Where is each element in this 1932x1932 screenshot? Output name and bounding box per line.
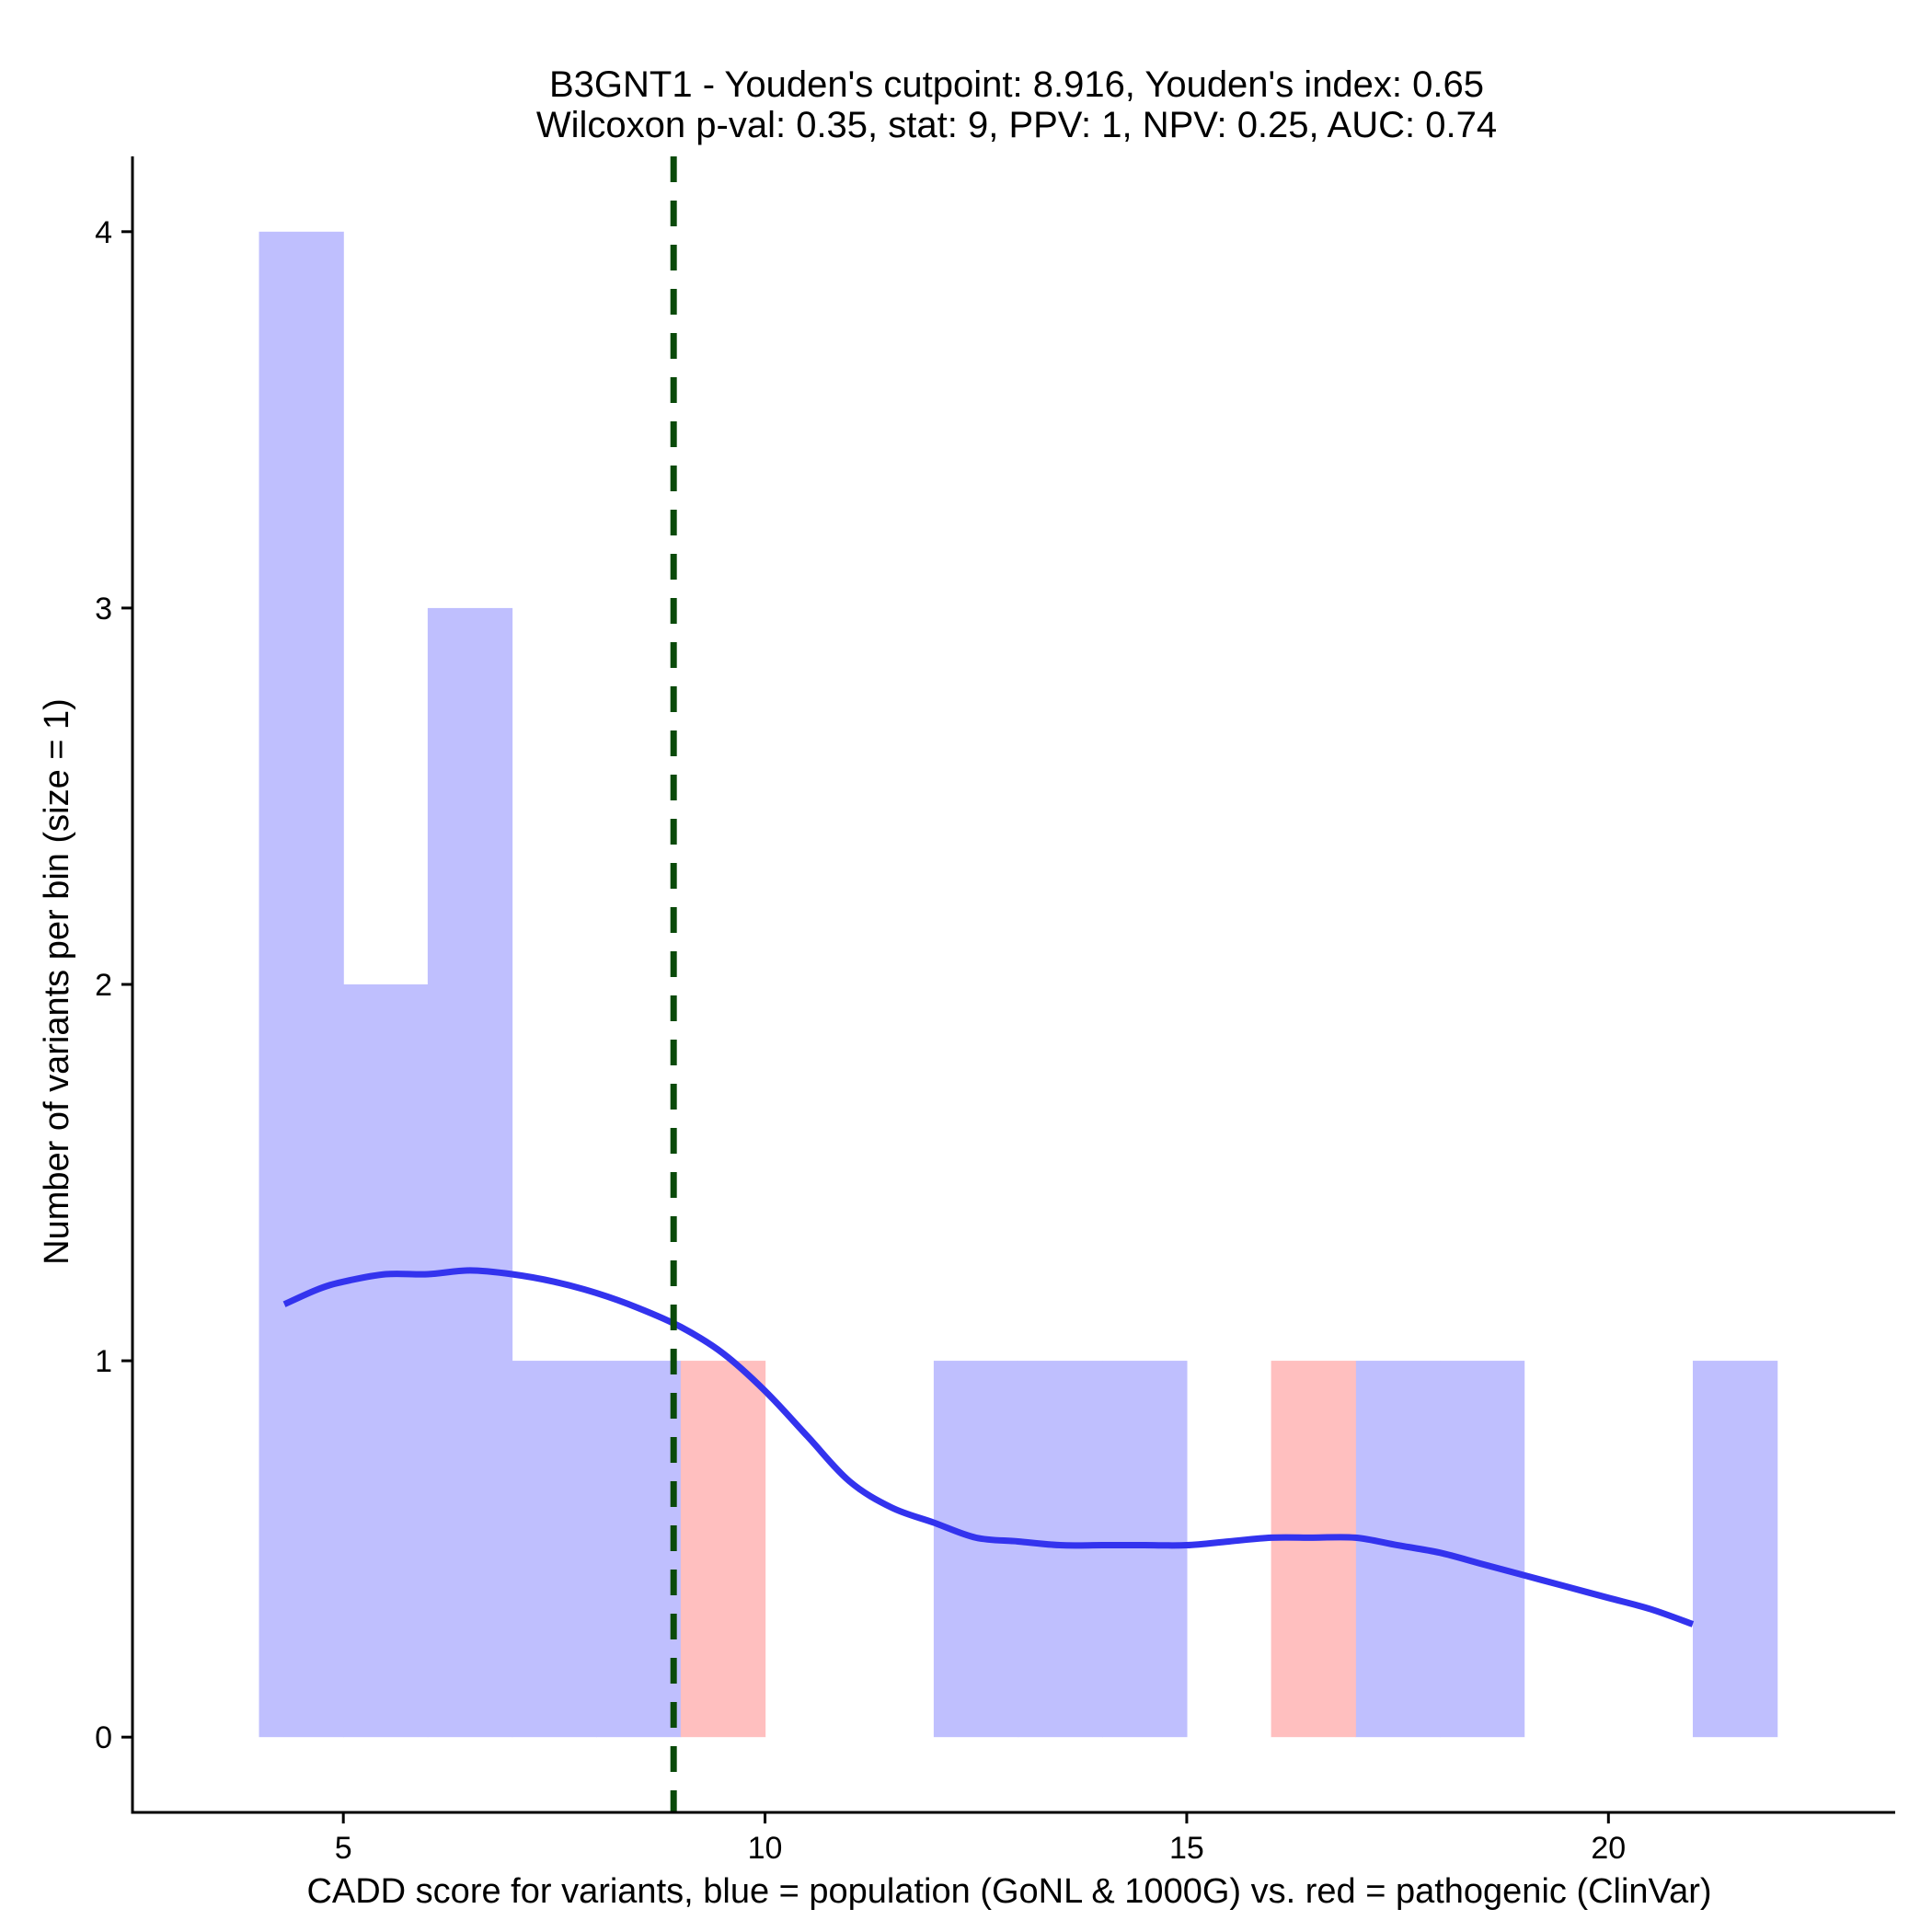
x-tick-label-5: 5 [335,1831,352,1866]
y-tick-label-1: 1 [95,1344,112,1379]
population-bar-4-5 [259,231,344,1738]
y-tick-label-4: 4 [95,215,112,250]
pathogenic-bar-16-17 [1271,1361,1356,1738]
x-axis-title: CADD score for variants, blue = populati… [306,1872,1711,1911]
population-bar-6-7 [427,607,513,1738]
population-bar-8-9 [596,1361,682,1738]
population-bar-7-8 [512,1361,597,1738]
population-bar-12-13 [933,1361,1019,1738]
y-tick-label-2: 2 [95,968,112,1003]
x-tick-label-10: 10 [748,1831,783,1866]
chart-subtitle: Wilcoxon p-val: 0.35, stat: 9, PPV: 1, N… [536,105,1497,145]
population-bar-14-15 [1102,1361,1188,1738]
pathogenic-bar-9-10 [680,1361,766,1738]
x-tick-label-15: 15 [1169,1831,1204,1866]
axes [121,156,1895,1823]
population-bar-18-19 [1439,1361,1525,1738]
tick-labels: 5 10 15 20 0 1 2 3 4 [95,215,1626,1866]
histogram-bars [259,231,1778,1738]
chart-title: B3GNT1 - Youden's cutpoint: 8.916, Youde… [549,64,1484,105]
y-axis-title: Number of variants per bin (size = 1) [38,698,76,1265]
x-tick-label-20: 20 [1591,1831,1626,1866]
density-curve [282,1267,1695,1627]
population-bar-5-6 [343,984,429,1738]
population-bar-13-14 [1018,1361,1103,1738]
population-bar-21-22 [1692,1361,1778,1738]
y-tick-label-0: 0 [95,1720,112,1755]
density-curve-layer [282,1267,1695,1627]
y-tick-label-3: 3 [95,592,112,627]
